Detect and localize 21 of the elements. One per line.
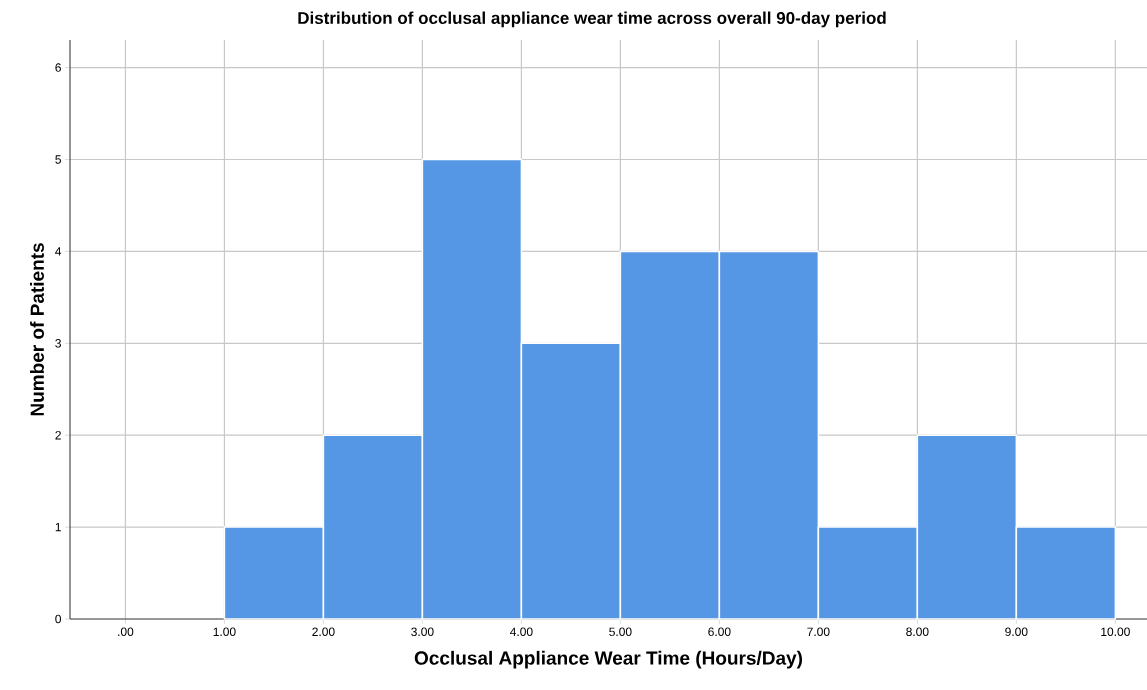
x-tick-label: 6.00 [708, 627, 731, 637]
x-tick-label: 9.00 [1005, 627, 1028, 637]
y-tick-label: 1 [55, 522, 61, 532]
x-tick-label: 7.00 [807, 627, 830, 637]
x-axis-title: Occlusal Appliance Wear Time (Hours/Day) [414, 650, 803, 669]
y-tick-label: 5 [55, 155, 61, 164]
y-tick-label: 4 [55, 247, 62, 256]
x-tick-label: 8.00 [906, 627, 929, 637]
x-tick-label: .00 [118, 627, 134, 637]
x-tick-label: 5.00 [609, 627, 632, 637]
x-tick-label: 10.00 [1101, 627, 1130, 637]
x-tick-label: 3.00 [411, 627, 434, 637]
chart-title: Distribution of occlusal appliance wear time across overall 90-day period [298, 11, 886, 28]
y-tick-label: 3 [55, 339, 61, 348]
x-tick-label: 4.00 [510, 627, 533, 637]
y-tick-label: 0 [55, 614, 62, 624]
x-tick-label: 1.00 [213, 627, 236, 637]
y-tick-label: 6 [55, 63, 61, 72]
y-tick-label: 2 [55, 431, 61, 440]
x-tick-label: 2.00 [312, 627, 335, 637]
y-axis-title: Number of Patients [30, 243, 44, 416]
